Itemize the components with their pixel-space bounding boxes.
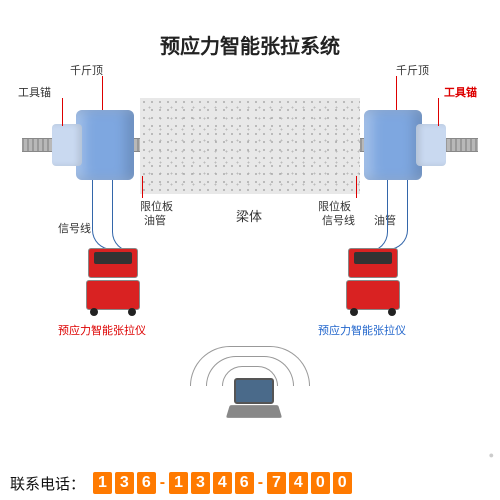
label-xinhaoxian-right: 信号线 (322, 212, 355, 228)
diagram-title: 预应力智能张拉系统 (0, 30, 500, 59)
leader-line (438, 98, 439, 126)
signal-wire-right (364, 180, 388, 252)
leader-line (396, 76, 397, 110)
oil-tube-right (388, 180, 408, 250)
leader-line (356, 176, 357, 198)
phone-digit: 1 (169, 472, 188, 494)
watermark: ● (489, 450, 494, 460)
diagram-canvas: 预应力智能张拉系统 梁体 千斤顶 工具锚 信号线 限位板 油管 千斤顶 工具锚 … (0, 0, 500, 500)
machine-label-left: 预应力智能张拉仪 (58, 322, 146, 338)
phone-digit: 6 (235, 472, 254, 494)
phone-dash: - (159, 472, 166, 494)
machine-label-right: 预应力智能张拉仪 (318, 322, 406, 338)
oil-tube-left (112, 180, 136, 252)
tensioning-instrument-right (346, 248, 400, 318)
label-xinhaoxian-left: 信号线 (58, 220, 91, 236)
jack-right-inner (416, 124, 446, 166)
phone-digit: 6 (137, 472, 156, 494)
contact-label: 联系电话： (10, 473, 85, 494)
tensioning-instrument-left (86, 248, 140, 318)
jack-left-outer (76, 110, 134, 180)
phone-digit: 3 (191, 472, 210, 494)
footer-bar: 联系电话： 1 3 6 - 1 3 4 6 - 7 4 0 0 (0, 466, 500, 500)
phone-digit: 1 (93, 472, 112, 494)
label-youguan-left: 油管 (144, 212, 166, 228)
label-gongjumao-left: 工具锚 (18, 84, 51, 100)
phone-digit: 4 (289, 472, 308, 494)
phone-digit: 3 (115, 472, 134, 494)
leader-line (102, 76, 103, 110)
jack-right-outer (364, 110, 422, 180)
jack-left-inner (52, 124, 82, 166)
leader-line (142, 176, 143, 198)
phone-dash: - (257, 472, 264, 494)
phone-digit: 0 (311, 472, 330, 494)
leader-line (62, 98, 63, 126)
label-qianjinding-left: 千斤顶 (70, 62, 103, 78)
phone-digit: 0 (333, 472, 352, 494)
phone-digit: 7 (267, 472, 286, 494)
signal-wire-left (92, 180, 112, 250)
label-gongjumao-right: 工具锚 (444, 84, 477, 100)
laptop-icon (228, 378, 280, 420)
label-qianjinding-right: 千斤顶 (396, 62, 429, 78)
phone-digit: 4 (213, 472, 232, 494)
beam-label: 梁体 (236, 206, 262, 225)
beam-body (140, 98, 360, 194)
phone-number: 1 3 6 - 1 3 4 6 - 7 4 0 0 (93, 472, 352, 494)
